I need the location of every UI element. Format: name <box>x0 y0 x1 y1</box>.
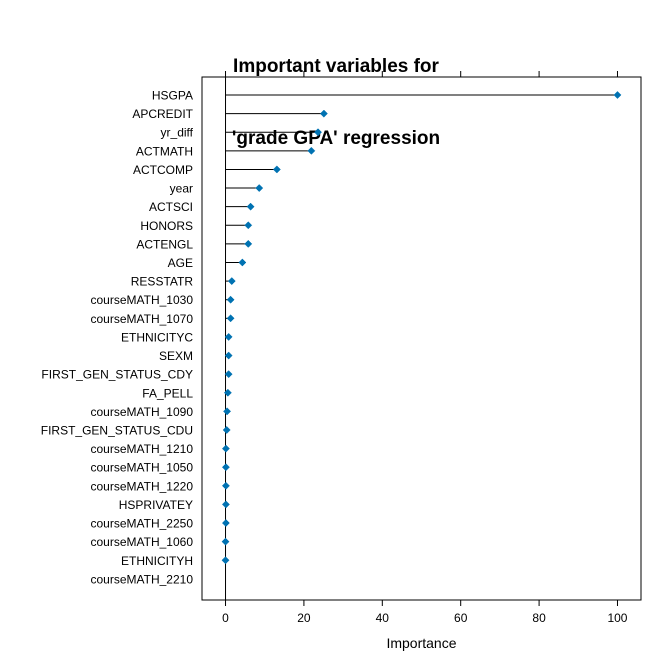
category-label: courseMATH_1220 <box>91 479 194 493</box>
category-label: APCREDIT <box>132 107 193 121</box>
importance-point <box>272 165 281 174</box>
importance-point <box>613 91 622 99</box>
importance-point <box>307 146 316 155</box>
category-label: ACTENGL <box>136 237 193 251</box>
category-label: courseMATH_1060 <box>91 535 194 549</box>
importance-point <box>244 239 253 248</box>
plot-frame <box>201 76 642 601</box>
importance-point <box>221 463 230 472</box>
category-label: ETHNICITYH <box>121 554 193 568</box>
category-label: HSPRIVATEY <box>119 498 193 512</box>
importance-point <box>246 202 255 211</box>
x-tick-label: 100 <box>607 611 627 625</box>
category-label: courseMATH_1050 <box>91 461 194 475</box>
importance-point <box>221 481 230 490</box>
importance-point <box>255 184 264 193</box>
category-label: FIRST_GEN_STATUS_CDU <box>41 423 193 437</box>
importance-point <box>223 407 232 416</box>
importance-point <box>227 277 236 286</box>
importance-point <box>314 128 322 137</box>
chart-title-line-2: 'grade GPA' regression <box>231 128 441 149</box>
importance-point <box>221 444 230 453</box>
category-label: ETHNICITYC <box>121 330 193 344</box>
category-label: HSGPA <box>152 89 193 103</box>
category-label: HONORS <box>140 219 193 233</box>
category-label: ACTMATH <box>136 144 193 158</box>
category-label: yr_diff <box>161 126 194 140</box>
x-tick-label: 80 <box>532 611 546 625</box>
chart-title-line-1: Important variables for <box>233 56 439 77</box>
category-label: AGE <box>168 256 193 270</box>
importance-point <box>244 221 253 230</box>
category-label: SEXM <box>159 349 193 363</box>
importance-point <box>221 556 230 565</box>
x-tick-label: 0 <box>222 611 229 625</box>
importance-point <box>221 519 230 527</box>
importance-point <box>224 351 233 360</box>
importance-point <box>224 370 233 379</box>
category-label: ACTSCI <box>149 200 193 214</box>
category-label: courseMATH_1070 <box>91 312 194 326</box>
x-tick-label: 60 <box>454 611 468 625</box>
importance-point <box>224 332 233 341</box>
x-tick-label: 40 <box>376 611 390 625</box>
x-tick-label: 20 <box>297 611 311 625</box>
category-label: courseMATH_1210 <box>91 442 194 456</box>
category-label: FA_PELL <box>142 386 193 400</box>
importance-point <box>226 314 235 323</box>
category-label: FIRST_GEN_STATUS_CDY <box>41 368 193 382</box>
importance-point <box>319 109 328 118</box>
importance-point <box>221 500 230 509</box>
importance-point <box>221 537 230 546</box>
category-label: RESSTATR <box>131 275 194 289</box>
importance-point <box>222 426 231 434</box>
chart-title: Important variables for 'grade GPA' regr… <box>0 7 672 199</box>
x-axis-title: Importance <box>386 635 456 651</box>
importance-point <box>238 258 247 267</box>
category-label: ACTCOMP <box>133 163 193 177</box>
category-label: courseMATH_1090 <box>91 405 194 419</box>
importance-point <box>226 295 235 304</box>
category-label: courseMATH_1030 <box>91 293 194 307</box>
importance-point <box>223 388 232 397</box>
category-label: courseMATH_2250 <box>91 517 194 531</box>
category-label: year <box>170 182 193 196</box>
category-label: courseMATH_2210 <box>91 572 194 586</box>
